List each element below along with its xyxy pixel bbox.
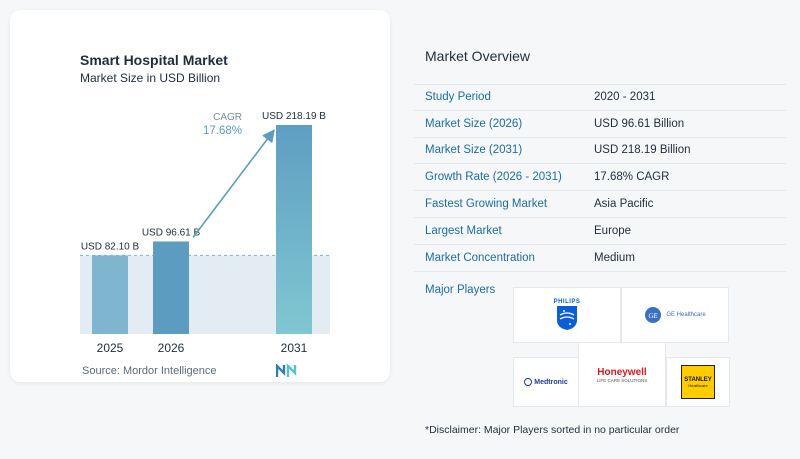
overview-label: Largest Market xyxy=(425,224,502,237)
honeywell-sub-text: LIFE CARE SOLUTIONS xyxy=(596,377,648,383)
stanley-logo-text: STANLEY xyxy=(684,376,712,383)
overview-value: USD 218.19 Billion xyxy=(594,144,691,157)
overview-label: Fastest Growing Market xyxy=(425,198,548,211)
overview-value: Europe xyxy=(594,224,632,237)
overview-row: Market Size (2026) USD 96.61 Billion xyxy=(414,111,786,138)
philips-shield-icon xyxy=(557,306,577,330)
honeywell-logo-box: Honeywell LIFE CARE SOLUTIONS xyxy=(578,342,666,407)
stanley-logo-box: STANLEY Healthcare xyxy=(666,357,730,407)
bar-2031 xyxy=(276,125,312,334)
source-note: Source: Mordor Intelligence xyxy=(82,365,217,377)
data-label-2031: USD 218.19 B xyxy=(262,111,326,122)
stanley-sub-text: Healthcare xyxy=(688,382,708,388)
cagr-label: CAGR xyxy=(213,112,242,123)
overview-title: Market Overview xyxy=(425,48,531,64)
overview-row: Largest Market Europe xyxy=(414,218,786,245)
overview-table: Study Period 2020 - 2031 Market Size (20… xyxy=(414,84,786,272)
overview-label: Market Size (2026) xyxy=(425,117,523,130)
overview-row: Market Size (2031) USD 218.19 Billion xyxy=(414,138,786,165)
medtronic-logo-text: Medtronic xyxy=(534,378,568,386)
overview-label: Market Concentration xyxy=(425,251,535,264)
overview-value: Asia Pacific xyxy=(594,198,654,211)
medtronic-icon xyxy=(524,378,533,386)
x-tick-2025: 2025 xyxy=(97,341,124,355)
chart-title: Smart Hospital Market xyxy=(80,52,228,68)
overview-label: Market Size (2031) xyxy=(425,144,523,157)
chart-subtitle: Market Size in USD Billion xyxy=(80,71,221,85)
x-tick-2031: 2031 xyxy=(281,341,308,355)
overview-value: USD 96.61 Billion xyxy=(594,117,685,130)
ge-logo-box: GE GE Healthcare xyxy=(621,287,729,343)
bar-2026 xyxy=(153,241,189,334)
medtronic-logo-box: Medtronic xyxy=(513,357,579,407)
cagr-arrow xyxy=(192,129,275,238)
overview-row: Study Period 2020 - 2031 xyxy=(414,84,786,111)
overview-label: Growth Rate (2026 - 2031) xyxy=(425,171,562,184)
bar-2025 xyxy=(92,255,128,334)
ge-monogram-icon: GE xyxy=(645,307,662,323)
x-tick-2026: 2026 xyxy=(158,341,185,355)
overview-value: Medium xyxy=(594,251,635,264)
overview-row: Growth Rate (2026 - 2031) 17.68% CAGR xyxy=(414,164,786,192)
overview-label: Study Period xyxy=(425,91,491,104)
philips-logo-text: PHILIPS xyxy=(553,299,581,305)
philips-logo-box: PHILIPS xyxy=(513,287,621,343)
overview-value: 2020 - 2031 xyxy=(594,91,656,104)
stanley-logo: STANLEY Healthcare xyxy=(681,365,715,399)
honeywell-logo-text: Honeywell xyxy=(597,366,647,378)
svg-text:GE: GE xyxy=(649,312,659,320)
mordor-logo xyxy=(275,363,302,383)
overview-row: Market Concentration Medium xyxy=(414,245,786,272)
cagr-value: 17.68% xyxy=(203,125,242,137)
overview-row: Fastest Growing Market Asia Pacific xyxy=(414,191,786,218)
major-players-label: Major Players xyxy=(425,284,496,296)
bar-chart: USD 82.10 B 2025 USD 96.61 B 2026 USD 218.19… xyxy=(80,111,330,355)
data-label-2025: USD 82.10 B xyxy=(81,241,140,252)
disclaimer: *Disclaimer: Major Players sorted in no … xyxy=(425,424,680,436)
overview-value: 17.68% CAGR xyxy=(594,171,670,184)
data-label-2026: USD 96.61 B xyxy=(142,227,201,238)
ge-logo-text: GE Healthcare xyxy=(666,312,706,318)
